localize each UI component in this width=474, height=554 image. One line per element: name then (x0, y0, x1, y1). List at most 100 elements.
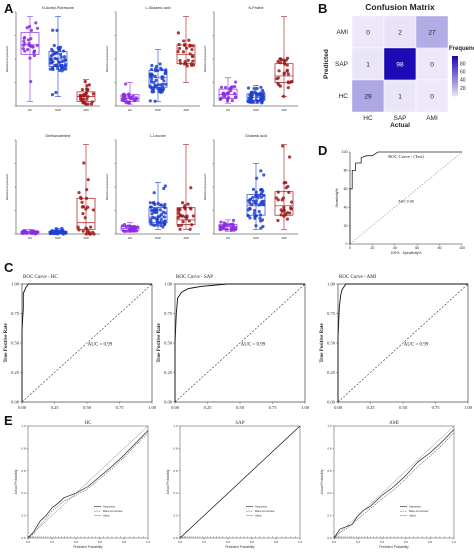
boxplot-xtick-hc: HC (28, 108, 33, 112)
box-point (188, 52, 192, 56)
box-point (158, 208, 162, 212)
roc-auc-label: AUC = 0.99 (88, 342, 113, 347)
calibration-ytick-label: 0.8 (21, 446, 26, 450)
cm-xtick-hc: HC (363, 115, 373, 122)
box-point (83, 79, 87, 84)
box-point (176, 31, 180, 35)
box-point (222, 221, 226, 225)
roc-ytick-label: 0.50 (164, 341, 173, 346)
roc-xtick-label: 0.50 (83, 405, 92, 410)
calibration-apparent-line (333, 429, 455, 539)
boxplot-title: L-Glutamic acid (146, 6, 171, 10)
box-point (32, 53, 36, 58)
calibration-xlabel: Predicted Probability (73, 545, 103, 549)
roc-ytick-label: 1.00 (164, 282, 173, 287)
box-point (178, 207, 182, 211)
box-point (233, 80, 238, 84)
cm-cell-value: 0 (366, 30, 370, 37)
box-point (226, 97, 230, 101)
box-point (155, 220, 160, 225)
d-ytick-label: 40 (344, 205, 348, 209)
box-point (278, 61, 283, 65)
d-xtick-label: 20 (370, 246, 374, 250)
roc-curve (21, 283, 152, 402)
box-point (259, 202, 263, 206)
box-point (227, 90, 231, 95)
calibration-ytick-label: 0.8 (173, 446, 178, 450)
box-point (181, 214, 185, 218)
cm-legend-swatch (452, 64, 458, 67)
roc-ytick-label: 0.50 (327, 341, 336, 346)
calibration-xtick-label: 0.8 (122, 540, 127, 544)
roc-xtick-label: 0.75 (116, 405, 125, 410)
calibration-xtick-label: 0.4 (226, 540, 231, 544)
calibration-xtick-label: 0.0 (26, 540, 31, 544)
box-point (58, 52, 63, 56)
roc-ytick-label: 0.75 (11, 311, 20, 316)
box-point (123, 97, 128, 101)
box-point (26, 47, 30, 52)
boxplot-xtick-sap: SAP (55, 236, 61, 240)
calibration-ytick-label: 0.2 (21, 514, 26, 518)
cm-legend-swatch (452, 58, 458, 61)
cm-cell (415, 79, 449, 113)
calibration-legend-label: Bias-corrected (255, 509, 275, 513)
cm-cell (383, 79, 417, 113)
cm-xtick-sap: SAP (393, 115, 406, 122)
box-point (182, 39, 186, 43)
box-point (287, 190, 291, 194)
calibration-ytick-label: 0.8 (327, 446, 332, 450)
calibration-ylabel: Actual Probability (320, 469, 324, 494)
box-point (77, 191, 81, 195)
box-point (84, 196, 89, 200)
calibration-xlabel: Predicted Probability (225, 545, 255, 549)
box-point (162, 215, 166, 219)
box-point (26, 38, 31, 42)
calibration-legend-label: Bias-corrected (103, 509, 123, 513)
box-point (149, 80, 154, 84)
box-point (189, 62, 194, 66)
box-point (281, 144, 285, 148)
roc-title: ROC Curve - AMI (339, 275, 377, 280)
box-point (289, 207, 293, 211)
box-point (55, 28, 59, 32)
d-ytick-label: 0 (346, 242, 348, 246)
box-point (121, 229, 126, 233)
box-point (262, 202, 266, 207)
box-point (127, 92, 131, 96)
calibration-xtick-label: 0.6 (98, 540, 103, 544)
box-point (150, 88, 155, 92)
cm-title: Confusion Matrix (365, 2, 435, 12)
box-point (229, 222, 233, 227)
cm-cell-value: 1 (398, 94, 402, 101)
calibration-legend-label: Bias-corrected (409, 509, 429, 513)
box-point (163, 206, 167, 210)
calibration-xtick-label: 0.0 (178, 540, 183, 544)
cm-legend-swatch (452, 70, 458, 73)
boxplot-xtick-hc: HC (128, 236, 133, 240)
box-point (63, 64, 67, 68)
boxplot-xtick-ami: AMI (83, 108, 89, 112)
box-point (227, 223, 231, 227)
box-point (29, 37, 33, 41)
box-point (156, 86, 160, 91)
box-point (188, 206, 192, 210)
cm-legend-swatch (452, 60, 458, 63)
box-point (258, 213, 263, 217)
calibration-ytick-label: 0.4 (21, 491, 26, 495)
boxplot-1: N-Acetyl-Putrescine Relative Expression HC… (5, 6, 100, 112)
box-point (81, 229, 85, 233)
calibration-xtick-label: 1.0 (146, 540, 151, 544)
cm-legend-swatch (452, 88, 458, 91)
roc-plot-3: ROC Curve - AMI 0.00 0.25 0.50 0.75 1.00 0.00 0… (320, 275, 473, 410)
box-point (149, 222, 153, 226)
box-point (179, 223, 183, 227)
calibration-ytick-label: 1.0 (21, 424, 26, 428)
box-point (164, 68, 168, 72)
box-point (285, 69, 289, 73)
cm-ytick-hc: HC (339, 93, 349, 100)
calibration-ytick-label: 1.0 (327, 424, 332, 428)
box-point (219, 220, 223, 224)
boxplot-xtick-sap: SAP (155, 108, 161, 112)
box-point (162, 79, 166, 83)
